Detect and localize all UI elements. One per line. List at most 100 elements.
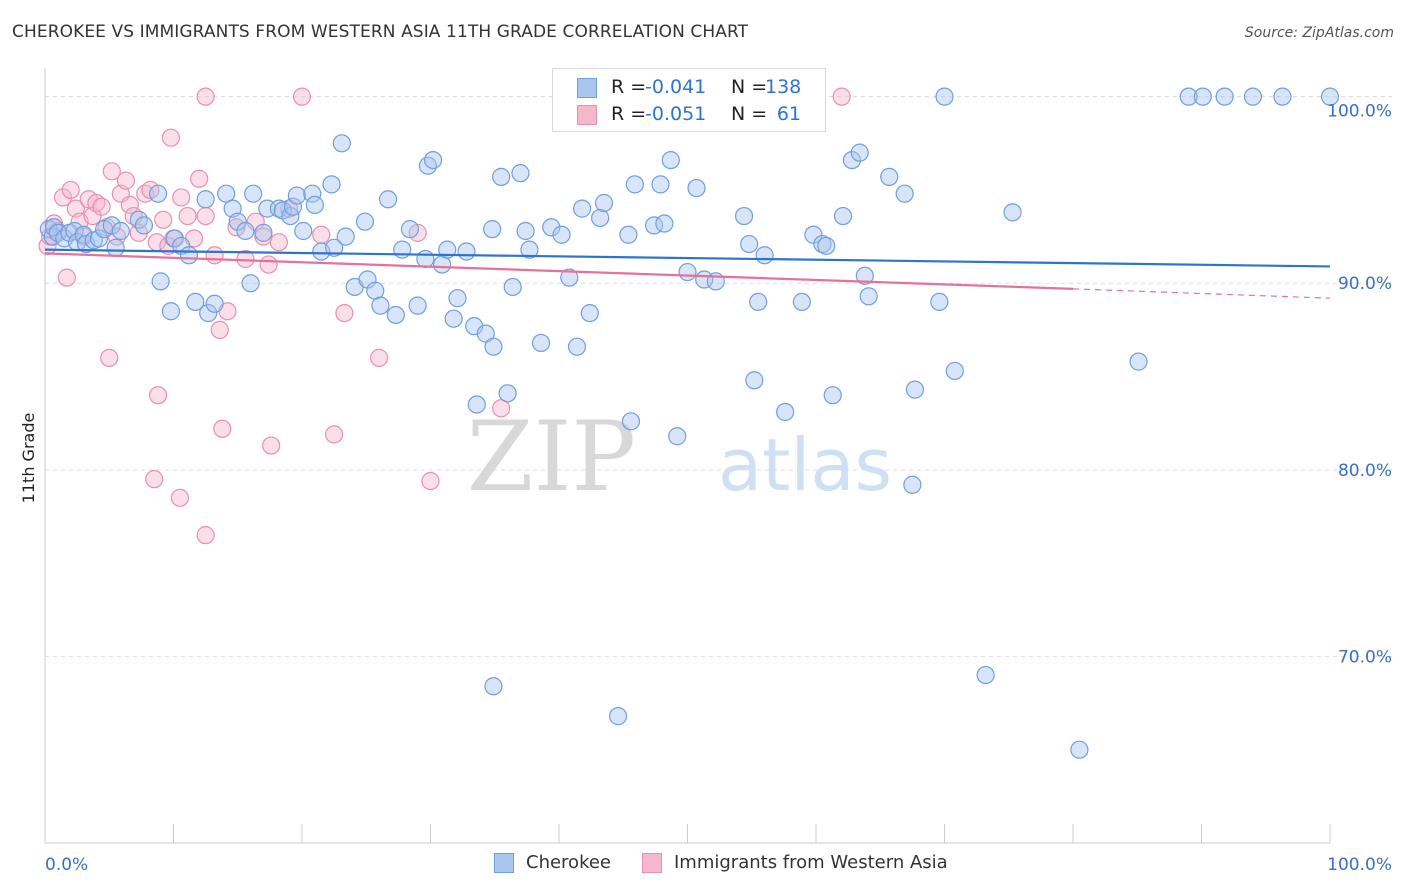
watermark: ZIP atlas xyxy=(467,401,892,513)
cherokee-point xyxy=(1070,740,1089,759)
cherokee-point xyxy=(833,206,853,226)
legend-swatch-western-asia xyxy=(577,105,597,125)
cherokee-point xyxy=(371,296,390,315)
cherokee-point xyxy=(325,238,344,257)
cherokee-point xyxy=(416,249,435,269)
western-asia-point xyxy=(92,197,111,216)
cherokee-point xyxy=(935,87,954,106)
legend-r-value: -0.041 xyxy=(645,76,707,98)
cherokee-point xyxy=(1273,87,1292,106)
cherokee-point xyxy=(621,412,641,431)
western-asia-point xyxy=(100,348,119,367)
cherokee-point xyxy=(1003,203,1022,222)
cherokee-point xyxy=(516,221,535,241)
western-asia-point xyxy=(61,180,80,200)
cherokee-point xyxy=(687,178,706,198)
cherokee-point xyxy=(89,229,109,248)
western-asia-point xyxy=(262,436,281,455)
western-asia-point xyxy=(196,87,215,106)
cherokee-point xyxy=(287,186,306,205)
cherokee-point xyxy=(1215,87,1234,106)
cherokee-point xyxy=(393,240,412,259)
cherokee-point xyxy=(855,266,874,285)
cherokee-point xyxy=(945,361,964,381)
cherokee-point xyxy=(1179,87,1198,106)
western-asia-point xyxy=(172,188,191,207)
cherokee-point xyxy=(205,294,224,313)
cherokee-point xyxy=(111,221,130,241)
western-asia-point xyxy=(832,87,851,106)
series-cherokee-points xyxy=(39,87,1340,759)
cherokee-point xyxy=(418,156,438,175)
western-asia-point xyxy=(269,233,288,252)
western-asia-point xyxy=(57,268,76,287)
western-asia-point xyxy=(370,348,389,367)
cherokee-point xyxy=(199,303,218,323)
x-tick-label-min: 0.0% xyxy=(45,855,88,875)
cherokee-point xyxy=(542,218,561,237)
axes xyxy=(44,68,1331,844)
cherokee-point xyxy=(196,190,215,209)
legend-row-cherokee: R = -0.041 N = 138 xyxy=(553,74,825,100)
cherokee-point xyxy=(619,225,638,244)
watermark-atlas: atlas xyxy=(718,423,892,507)
y-axis-title: 11th Grade xyxy=(19,413,38,504)
cherokee-point xyxy=(661,150,680,170)
western-asia-trend-line xyxy=(44,252,1074,290)
cherokee-point xyxy=(976,665,995,685)
cherokee-point xyxy=(823,386,842,405)
legend-r-label: R = xyxy=(611,76,647,98)
cherokee-point xyxy=(903,475,922,494)
cherokee-point xyxy=(842,150,862,170)
cherokee-point xyxy=(303,184,322,203)
cherokee-trend-line xyxy=(44,248,1331,268)
western-asia-point xyxy=(335,303,354,323)
cherokee-point xyxy=(591,208,610,228)
cherokee-point xyxy=(850,143,869,162)
cherokee-point xyxy=(448,289,467,308)
cherokee-point xyxy=(305,195,324,214)
legend-n-label: N = xyxy=(731,103,768,125)
cherokee-point xyxy=(423,150,443,170)
cherokee-point xyxy=(378,190,398,209)
legend-r-value: -0.051 xyxy=(645,103,707,125)
y-tick-label: 80.0% xyxy=(1338,461,1392,481)
trend-lines xyxy=(44,248,1331,299)
cherokee-point xyxy=(895,184,914,203)
cherokee-point xyxy=(930,292,949,312)
x-tick-label-max: 100.0% xyxy=(1327,855,1392,875)
cherokee-point xyxy=(241,274,260,293)
legend-swatch-cherokee xyxy=(577,78,597,98)
western-asia-point xyxy=(312,225,331,244)
cherokee-point xyxy=(651,175,670,194)
cherokee-point xyxy=(792,292,811,312)
cherokee-point xyxy=(322,175,341,194)
legend-n-value: 138 xyxy=(765,76,802,98)
western-asia-trend-extension xyxy=(1072,288,1331,299)
cherokee-point xyxy=(498,384,517,403)
western-asia-point xyxy=(205,246,224,265)
cherokee-point xyxy=(386,305,405,325)
western-asia-point xyxy=(53,188,73,207)
western-asia-point xyxy=(196,526,215,545)
cherokee-point xyxy=(336,227,355,246)
cherokee-point xyxy=(484,677,503,696)
legend-n-label: N = xyxy=(731,76,768,98)
cherokee-point xyxy=(283,197,303,216)
cherokee-point xyxy=(148,184,168,203)
correlation-legend: R = -0.041 N = 138 R = -0.051 N = 61 xyxy=(552,68,826,132)
legend-swatch-western-asia xyxy=(642,853,662,873)
cherokee-point xyxy=(355,212,375,231)
cherokee-point xyxy=(580,303,599,323)
cherokee-point xyxy=(740,234,759,254)
western-asia-point xyxy=(178,206,197,226)
cherokee-point xyxy=(668,427,687,446)
cherokee-point xyxy=(1193,87,1212,106)
cherokee-point xyxy=(228,212,247,231)
cherokee-point xyxy=(444,309,463,328)
cherokee-point xyxy=(745,371,764,390)
western-asia-point xyxy=(421,471,440,491)
cherokee-point xyxy=(484,337,503,356)
cherokee-point xyxy=(244,184,263,203)
